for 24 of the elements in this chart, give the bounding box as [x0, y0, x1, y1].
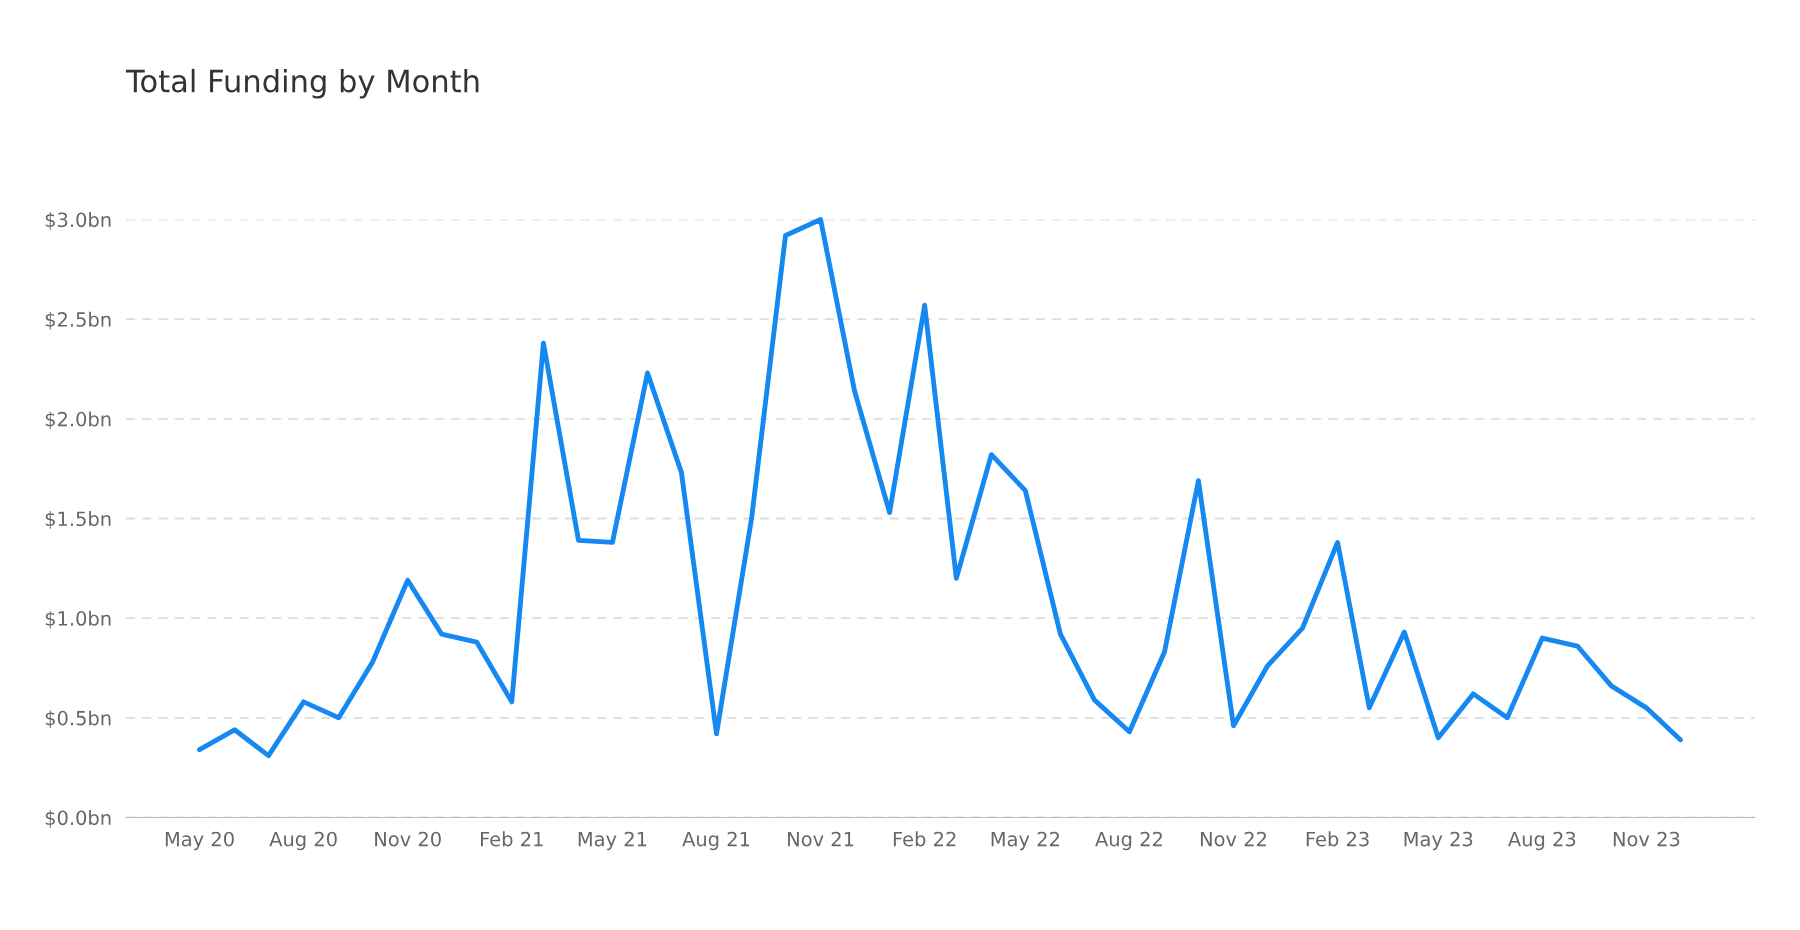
y-tick-label: $0.0bn	[45, 810, 111, 828]
y-tick-label: $3.0bn	[45, 212, 111, 230]
x-tick-label: Feb 23	[1306, 831, 1369, 847]
x-tick-label: Nov 23	[1613, 831, 1680, 847]
y-tick-label: $1.0bn	[45, 610, 111, 629]
x-tick-label: Nov 22	[1200, 831, 1266, 847]
y-tick-label: $0.5bn	[45, 710, 111, 729]
y-tick-label: $2.0bn	[45, 411, 111, 430]
x-tick-label: Nov 21	[788, 831, 854, 847]
x-tick-label: May 22	[991, 831, 1059, 851]
y-tick-label: $1.5bn	[45, 511, 111, 529]
line-series	[197, 217, 1683, 759]
x-tick-label: Aug 22	[1095, 831, 1162, 851]
x-tick-label: May 20	[165, 831, 234, 851]
x-tick-label: Aug 23	[1508, 831, 1576, 851]
chart-title: Total Funding by Month	[125, 68, 479, 99]
x-tick-label: Aug 20	[269, 831, 337, 851]
x-tick-label: Aug 21	[682, 831, 750, 851]
x-tick-label: Feb 21	[480, 831, 543, 847]
x-tick-label: May 23	[1404, 831, 1473, 851]
x-tick-label: Feb 22	[893, 831, 956, 847]
x-tick-label: May 21	[578, 831, 647, 851]
x-tick-label: Nov 20	[375, 831, 441, 847]
y-tick-label: $2.5bn	[45, 311, 111, 330]
